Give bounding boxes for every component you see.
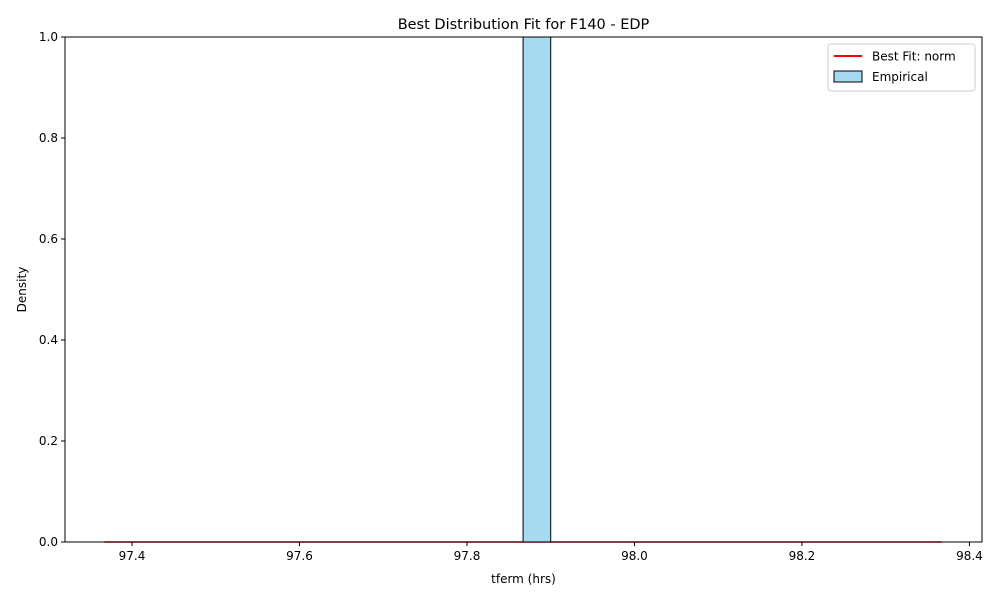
- x-tick-label: 97.4: [119, 549, 146, 563]
- histogram-bar: [522, 36, 552, 543]
- legend: Best Fit: norm Empirical: [827, 43, 976, 92]
- y-axis-label: Density: [15, 267, 29, 313]
- y-tick-label: 0.4: [39, 333, 58, 347]
- plot-frame: [64, 36, 983, 543]
- y-tick-label: 0.2: [39, 434, 58, 448]
- plot-area: [104, 36, 942, 543]
- x-tick-label: 98.0: [621, 549, 648, 563]
- y-tick-label: 0.6: [39, 232, 58, 246]
- x-axis: 97.4 97.6 97.8 98.0 98.2 98.4: [119, 542, 983, 563]
- x-tick-label: 97.8: [454, 549, 481, 563]
- y-tick-label: 0.8: [39, 131, 58, 145]
- legend-label-empirical: Empirical: [872, 70, 928, 84]
- x-tick-label: 98.4: [956, 549, 983, 563]
- legend-label-fit: Best Fit: norm: [872, 50, 956, 64]
- chart-title: Best Distribution Fit for F140 - EDP: [398, 17, 650, 33]
- x-tick-label: 98.2: [789, 549, 816, 563]
- x-axis-label: tferm (hrs): [491, 572, 556, 586]
- x-tick-label: 97.6: [286, 549, 313, 563]
- y-tick-label: 1.0: [39, 30, 58, 44]
- y-tick-label: 0.0: [39, 535, 58, 549]
- y-axis: 0.0 0.2 0.4 0.6 0.8 1.0: [39, 30, 65, 549]
- legend-patch-swatch: [833, 70, 863, 83]
- legend-frame: [827, 43, 976, 92]
